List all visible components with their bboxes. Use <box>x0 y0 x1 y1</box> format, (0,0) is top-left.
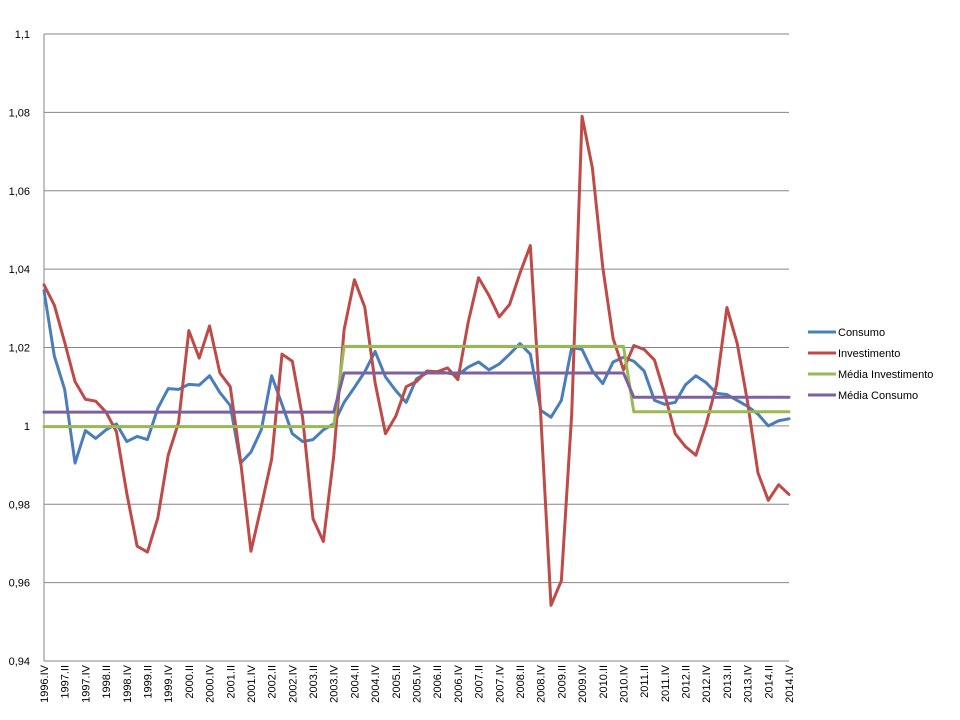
x-tick-label: 2006.IV <box>453 664 465 703</box>
x-tick-label: 2012.II <box>681 665 693 699</box>
x-tick-label: 2011.IV <box>660 664 672 702</box>
x-tick-label: 2001.II <box>225 665 237 699</box>
x-tick-label: 1997.IV <box>80 664 92 703</box>
y-tick-label: 1,1 <box>15 29 30 41</box>
y-axis-tick-labels: 0,94 0,96 0,98 1 1,02 1,04 1,06 1,08 1,1 <box>9 29 30 668</box>
y-tick-label: 0,96 <box>9 578 30 590</box>
x-tick-label: 2014.IV <box>784 664 796 703</box>
series-line-investimento <box>42 114 791 607</box>
x-tick-label: 2005.II <box>391 665 403 699</box>
x-tick-label: 2012.IV <box>701 664 713 703</box>
y-tick-label: 0,98 <box>9 499 30 511</box>
x-tick-label: 2007.IV <box>494 664 506 703</box>
legend-label: Média Consumo <box>838 390 918 402</box>
y-tick-label: 1,04 <box>9 264 30 276</box>
x-tick-label: 2004.IV <box>370 664 382 703</box>
series-line-consumo <box>42 289 791 465</box>
x-tick-label: 2002.II <box>267 665 279 699</box>
x-tick-label: 2000.II <box>184 665 196 699</box>
series-line-m-dia-consumo <box>42 371 791 414</box>
x-tick-label: 2011.II <box>639 665 651 698</box>
y-tick-label: 0,94 <box>9 656 30 668</box>
x-tick-label: 2005.IV <box>412 664 424 703</box>
x-tick-label: 2013.IV <box>743 664 755 703</box>
x-tick-label: 2006.II <box>432 665 444 699</box>
x-tick-label: 2010.IV <box>618 664 630 703</box>
axes <box>43 34 789 662</box>
x-tick-label: 2000.IV <box>205 664 217 703</box>
legend-label: Investimento <box>838 348 900 360</box>
x-tick-label: 2003.II <box>308 665 320 699</box>
y-tick-label: 1,02 <box>9 343 30 355</box>
y-tick-label: 1,06 <box>9 186 30 198</box>
x-tick-label: 2010.II <box>598 665 610 699</box>
x-tick-label: 2001.IV <box>246 664 258 703</box>
x-tick-label: 2004.II <box>349 665 361 699</box>
x-tick-label: 1996.IV <box>39 664 51 703</box>
x-tick-label: 2013.II <box>722 665 734 699</box>
legend-label: Média Investimento <box>838 369 933 381</box>
y-tick-label: 1,08 <box>9 107 30 119</box>
x-tick-label: 2003.IV <box>329 664 341 703</box>
x-tick-label: 2014.II <box>763 665 775 699</box>
legend: Consumo Investimento Média Investimento Méd… <box>808 327 933 402</box>
x-tick-label: 2009.IV <box>577 664 589 703</box>
x-tick-label: 2008.II <box>515 665 527 699</box>
x-tick-label: 1999.II <box>142 665 154 699</box>
x-tick-label: 1999.IV <box>163 664 175 703</box>
y-tick-label: 1 <box>24 421 30 433</box>
x-tick-label: 2009.II <box>556 665 568 699</box>
series-lines <box>42 114 791 607</box>
x-tick-label: 1998.IV <box>122 664 134 703</box>
series-line-m-dia-investimento <box>42 344 791 429</box>
x-tick-label: 1998.II <box>101 665 113 699</box>
x-tick-label: 2002.IV <box>287 664 299 703</box>
x-tick-label: 1997.II <box>60 665 72 699</box>
x-tick-label: 2007.II <box>474 665 486 699</box>
x-axis-tick-labels: 1996.IV 1997.II 1997.IV 1998.II 1998.IV 1999.… <box>39 664 796 703</box>
x-tick-label: 2008.IV <box>536 664 548 703</box>
legend-label: Consumo <box>838 327 885 339</box>
